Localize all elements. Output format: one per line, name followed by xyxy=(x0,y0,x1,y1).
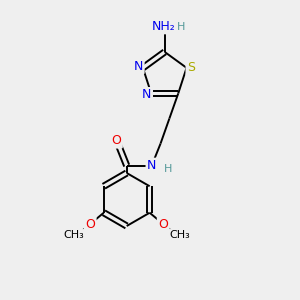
Text: O: O xyxy=(85,218,95,231)
Text: N: N xyxy=(142,88,152,101)
Text: NH₂: NH₂ xyxy=(152,20,175,33)
Text: N: N xyxy=(134,60,143,73)
Text: H: H xyxy=(177,22,185,32)
Text: S: S xyxy=(187,61,195,74)
Text: O: O xyxy=(158,218,168,231)
Text: H: H xyxy=(164,164,172,174)
Text: CH₃: CH₃ xyxy=(169,230,190,240)
Text: N: N xyxy=(147,159,156,172)
Text: O: O xyxy=(112,134,121,147)
Text: CH₃: CH₃ xyxy=(63,230,84,240)
